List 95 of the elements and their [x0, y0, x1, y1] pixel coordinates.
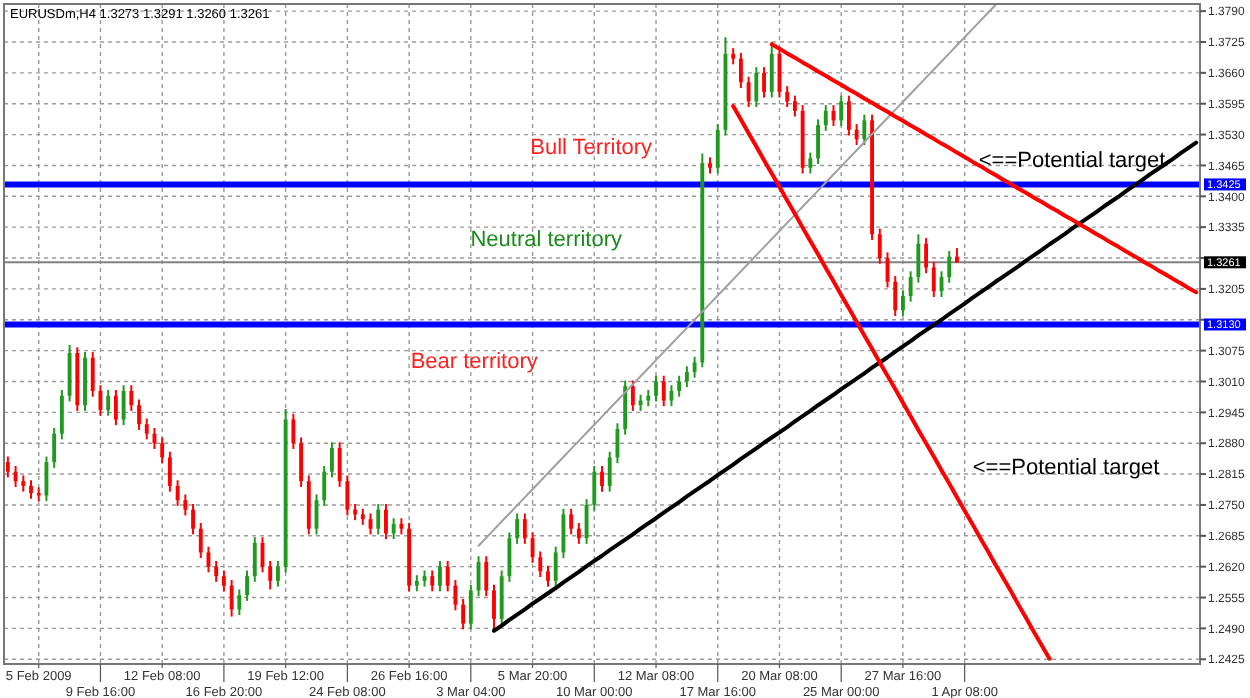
candlestick	[630, 379, 635, 412]
candlestick	[160, 436, 165, 465]
line-series	[769, 42, 1199, 295]
annotation: Neutral territory	[470, 228, 624, 252]
candlestick	[569, 507, 574, 536]
candlestick	[191, 502, 195, 536]
candlestick	[175, 479, 180, 507]
candlestick	[198, 521, 203, 560]
candlestick	[29, 479, 33, 500]
candlestick	[461, 597, 466, 631]
candlestick	[592, 465, 597, 512]
candlestick	[13, 465, 18, 488]
candlestick	[785, 85, 790, 109]
candlestick	[306, 474, 311, 536]
candlestick	[484, 555, 489, 598]
candlestick	[90, 351, 95, 398]
candlestick	[623, 379, 628, 436]
candlestick	[430, 569, 435, 593]
candlestick	[754, 66, 759, 109]
candlestick	[275, 559, 280, 588]
annotation: Bear territory	[410, 350, 539, 375]
candlestick	[67, 343, 72, 403]
candlestick	[52, 427, 57, 469]
candlestick	[291, 412, 296, 450]
candlestick	[792, 94, 797, 118]
candlestick	[692, 355, 697, 379]
candlestick	[661, 374, 666, 408]
candlestick	[83, 351, 87, 412]
candlestick	[546, 564, 550, 588]
candlestick	[144, 417, 149, 441]
candlestick	[499, 569, 504, 626]
candlestick	[492, 583, 496, 632]
candlestick	[345, 474, 350, 517]
candlestick	[901, 289, 905, 317]
candlestick	[515, 512, 520, 545]
candlestick	[654, 374, 658, 403]
candlestick	[854, 123, 859, 147]
candlestick	[137, 398, 141, 431]
candlestick	[600, 465, 604, 493]
candlestick	[769, 40, 774, 99]
candlestick	[893, 275, 898, 317]
candlestick	[237, 588, 242, 617]
candlestick	[129, 384, 134, 412]
candlestick	[924, 237, 929, 275]
candlestick	[561, 507, 566, 560]
candlestick	[522, 512, 527, 545]
candlestick	[715, 123, 720, 175]
candlestick	[167, 450, 172, 493]
candlestick	[816, 118, 820, 166]
candlestick	[916, 233, 921, 284]
candlestick	[229, 578, 234, 618]
candlestick	[113, 389, 118, 427]
annotation: <==Potential target	[972, 455, 1160, 480]
candlestick	[438, 559, 442, 593]
candlestick	[376, 502, 381, 536]
candlestick	[738, 51, 743, 90]
candlestick	[839, 94, 844, 128]
candlestick	[59, 389, 64, 441]
candlestick	[330, 441, 334, 479]
candlestick	[931, 260, 936, 298]
candlestick	[5, 455, 10, 479]
candlestick	[245, 569, 249, 602]
candlestick	[877, 227, 882, 265]
candlestick	[106, 389, 111, 417]
annotation: Bull Territory	[530, 135, 654, 160]
candlestick	[337, 441, 342, 488]
candlestick	[391, 517, 396, 541]
candlestick	[252, 536, 257, 583]
candlestick	[862, 113, 867, 147]
candlestick	[468, 583, 473, 631]
candlestick	[908, 270, 913, 303]
candlestick	[846, 94, 851, 137]
candlestick	[384, 502, 388, 541]
candlestick	[746, 75, 751, 109]
candlestick	[183, 493, 188, 517]
candlestick	[553, 545, 558, 588]
candlestick	[121, 384, 126, 427]
candlestick	[214, 559, 219, 583]
candlestick	[607, 450, 612, 493]
candlestick	[268, 559, 273, 591]
candlestick	[684, 365, 689, 389]
candlestick	[322, 465, 327, 507]
candlestick	[538, 550, 543, 579]
candlestick	[221, 569, 226, 593]
candlestick	[576, 521, 581, 545]
candlestick	[947, 249, 952, 284]
candlestick	[808, 151, 813, 175]
candlestick	[299, 436, 303, 488]
candlestick	[823, 104, 828, 132]
candlestick	[445, 559, 450, 593]
candlestick	[453, 578, 458, 612]
candlestick	[762, 66, 766, 99]
candlestick	[507, 531, 512, 583]
candlestick	[677, 374, 682, 398]
annotation: <==Potential target	[978, 148, 1166, 173]
